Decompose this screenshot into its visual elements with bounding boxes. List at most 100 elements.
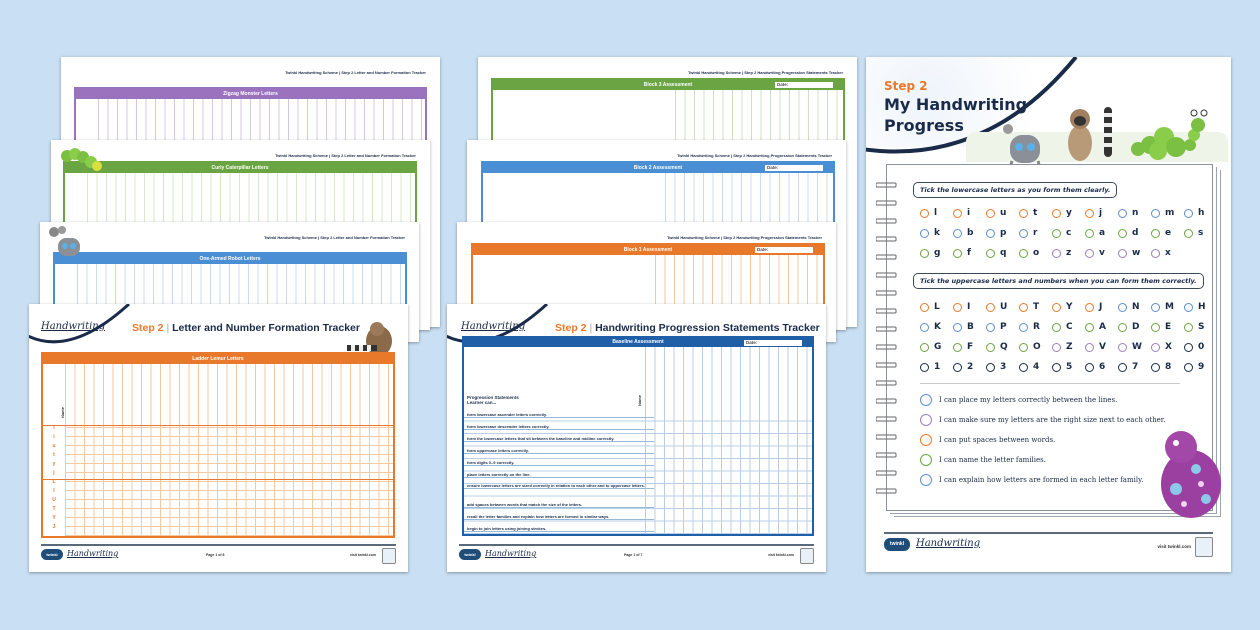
letter-checkbox[interactable]: v bbox=[1085, 243, 1118, 263]
date-field[interactable]: Date: bbox=[755, 247, 813, 253]
tick-circle-icon[interactable] bbox=[1118, 208, 1127, 218]
letter-checkbox[interactable]: X bbox=[1151, 337, 1184, 357]
letter-checkbox[interactable]: S bbox=[1184, 317, 1217, 337]
letter-checkbox[interactable]: 4 bbox=[1019, 357, 1052, 377]
tick-circle-icon[interactable] bbox=[920, 434, 932, 446]
letter-checkbox[interactable]: 5 bbox=[1052, 357, 1085, 377]
tick-circle-icon[interactable] bbox=[953, 322, 962, 332]
letter-checkbox[interactable]: 6 bbox=[1085, 357, 1118, 377]
tick-circle-icon[interactable] bbox=[1085, 362, 1094, 372]
i-can-statement[interactable]: I can explain how letters are formed in … bbox=[920, 474, 1143, 486]
letter-checkbox[interactable]: n bbox=[1118, 203, 1151, 223]
tick-circle-icon[interactable] bbox=[1019, 248, 1028, 258]
tick-circle-icon[interactable] bbox=[1052, 322, 1061, 332]
tick-circle-icon[interactable] bbox=[986, 302, 995, 312]
tick-circle-icon[interactable] bbox=[1019, 362, 1028, 372]
letter-checkbox[interactable]: P bbox=[986, 317, 1019, 337]
tick-circle-icon[interactable] bbox=[1085, 208, 1094, 218]
letter-checkbox[interactable]: B bbox=[953, 317, 986, 337]
letter-checkbox[interactable]: t bbox=[1019, 203, 1052, 223]
tick-circle-icon[interactable] bbox=[953, 362, 962, 372]
tick-circle-icon[interactable] bbox=[920, 342, 929, 352]
tick-circle-icon[interactable] bbox=[920, 454, 932, 466]
tick-circle-icon[interactable] bbox=[1052, 248, 1061, 258]
tick-circle-icon[interactable] bbox=[1085, 228, 1094, 238]
i-can-statement[interactable]: I can make sure my letters are the right… bbox=[920, 414, 1166, 426]
date-field[interactable]: Date: bbox=[775, 82, 833, 88]
tick-circle-icon[interactable] bbox=[986, 208, 995, 218]
tick-circle-icon[interactable] bbox=[1118, 248, 1127, 258]
letter-checkbox[interactable]: x bbox=[1151, 243, 1184, 263]
letter-checkbox[interactable]: 8 bbox=[1151, 357, 1184, 377]
letter-checkbox[interactable]: z bbox=[1052, 243, 1085, 263]
date-field[interactable]: Date: bbox=[744, 339, 802, 346]
letter-checkbox[interactable]: q bbox=[986, 243, 1019, 263]
tick-circle-icon[interactable] bbox=[1052, 362, 1061, 372]
letter-checkbox[interactable]: 9 bbox=[1184, 357, 1217, 377]
letter-checkbox[interactable]: I bbox=[953, 297, 986, 317]
letter-checkbox[interactable]: b bbox=[953, 223, 986, 243]
tick-circle-icon[interactable] bbox=[920, 248, 929, 258]
letter-checkbox[interactable]: a bbox=[1085, 223, 1118, 243]
letter-checkbox[interactable]: Y bbox=[1052, 297, 1085, 317]
letter-checkbox[interactable]: N bbox=[1118, 297, 1151, 317]
letter-checkbox[interactable]: g bbox=[920, 243, 953, 263]
tick-circle-icon[interactable] bbox=[1151, 322, 1160, 332]
letter-checkbox[interactable]: K bbox=[920, 317, 953, 337]
tick-circle-icon[interactable] bbox=[986, 228, 995, 238]
letter-checkbox[interactable]: Q bbox=[986, 337, 1019, 357]
tick-circle-icon[interactable] bbox=[920, 414, 932, 426]
date-field[interactable]: Date: bbox=[765, 165, 823, 171]
tick-circle-icon[interactable] bbox=[1184, 362, 1193, 372]
tick-circle-icon[interactable] bbox=[953, 248, 962, 258]
letter-checkbox[interactable]: M bbox=[1151, 297, 1184, 317]
tick-circle-icon[interactable] bbox=[1019, 228, 1028, 238]
letter-checkbox[interactable]: i bbox=[953, 203, 986, 223]
tick-circle-icon[interactable] bbox=[920, 302, 929, 312]
letter-checkbox[interactable]: T bbox=[1019, 297, 1052, 317]
tick-circle-icon[interactable] bbox=[920, 322, 929, 332]
letter-checkbox[interactable]: U bbox=[986, 297, 1019, 317]
letter-checkbox[interactable]: m bbox=[1151, 203, 1184, 223]
tick-circle-icon[interactable] bbox=[986, 342, 995, 352]
tick-circle-icon[interactable] bbox=[1184, 302, 1193, 312]
tick-circle-icon[interactable] bbox=[953, 208, 962, 218]
i-can-statement[interactable]: I can name the letter families. bbox=[920, 454, 1046, 466]
tick-circle-icon[interactable] bbox=[1151, 302, 1160, 312]
i-can-statement[interactable]: I can put spaces between words. bbox=[920, 434, 1055, 446]
tick-circle-icon[interactable] bbox=[1019, 342, 1028, 352]
tick-circle-icon[interactable] bbox=[986, 322, 995, 332]
tick-circle-icon[interactable] bbox=[1052, 208, 1061, 218]
letter-checkbox[interactable]: W bbox=[1118, 337, 1151, 357]
tick-circle-icon[interactable] bbox=[1151, 248, 1160, 258]
letter-checkbox[interactable]: o bbox=[1019, 243, 1052, 263]
letter-checkbox[interactable]: 7 bbox=[1118, 357, 1151, 377]
letter-checkbox[interactable]: f bbox=[953, 243, 986, 263]
i-can-statement[interactable]: I can place my letters correctly between… bbox=[920, 394, 1117, 406]
tick-circle-icon[interactable] bbox=[1151, 208, 1160, 218]
tick-circle-icon[interactable] bbox=[1118, 322, 1127, 332]
tick-circle-icon[interactable] bbox=[1184, 322, 1193, 332]
letter-checkbox[interactable]: Z bbox=[1052, 337, 1085, 357]
tick-circle-icon[interactable] bbox=[1019, 322, 1028, 332]
letter-checkbox[interactable]: l bbox=[920, 203, 953, 223]
letter-checkbox[interactable]: A bbox=[1085, 317, 1118, 337]
visit-link[interactable]: visit twinkl.com bbox=[349, 553, 376, 557]
letter-checkbox[interactable]: R bbox=[1019, 317, 1052, 337]
tick-circle-icon[interactable] bbox=[1085, 342, 1094, 352]
tick-circle-icon[interactable] bbox=[953, 342, 962, 352]
letter-checkbox[interactable]: s bbox=[1184, 223, 1217, 243]
tick-circle-icon[interactable] bbox=[1151, 342, 1160, 352]
tick-circle-icon[interactable] bbox=[1052, 342, 1061, 352]
letter-checkbox[interactable]: J bbox=[1085, 297, 1118, 317]
letter-checkbox[interactable]: E bbox=[1151, 317, 1184, 337]
letter-checkbox[interactable]: C bbox=[1052, 317, 1085, 337]
tick-circle-icon[interactable] bbox=[953, 228, 962, 238]
tick-circle-icon[interactable] bbox=[986, 362, 995, 372]
tick-circle-icon[interactable] bbox=[986, 248, 995, 258]
letter-checkbox[interactable]: c bbox=[1052, 223, 1085, 243]
letter-checkbox[interactable]: 0 bbox=[1184, 337, 1217, 357]
tick-circle-icon[interactable] bbox=[1184, 342, 1193, 352]
tick-circle-icon[interactable] bbox=[1118, 342, 1127, 352]
letter-checkbox[interactable]: G bbox=[920, 337, 953, 357]
